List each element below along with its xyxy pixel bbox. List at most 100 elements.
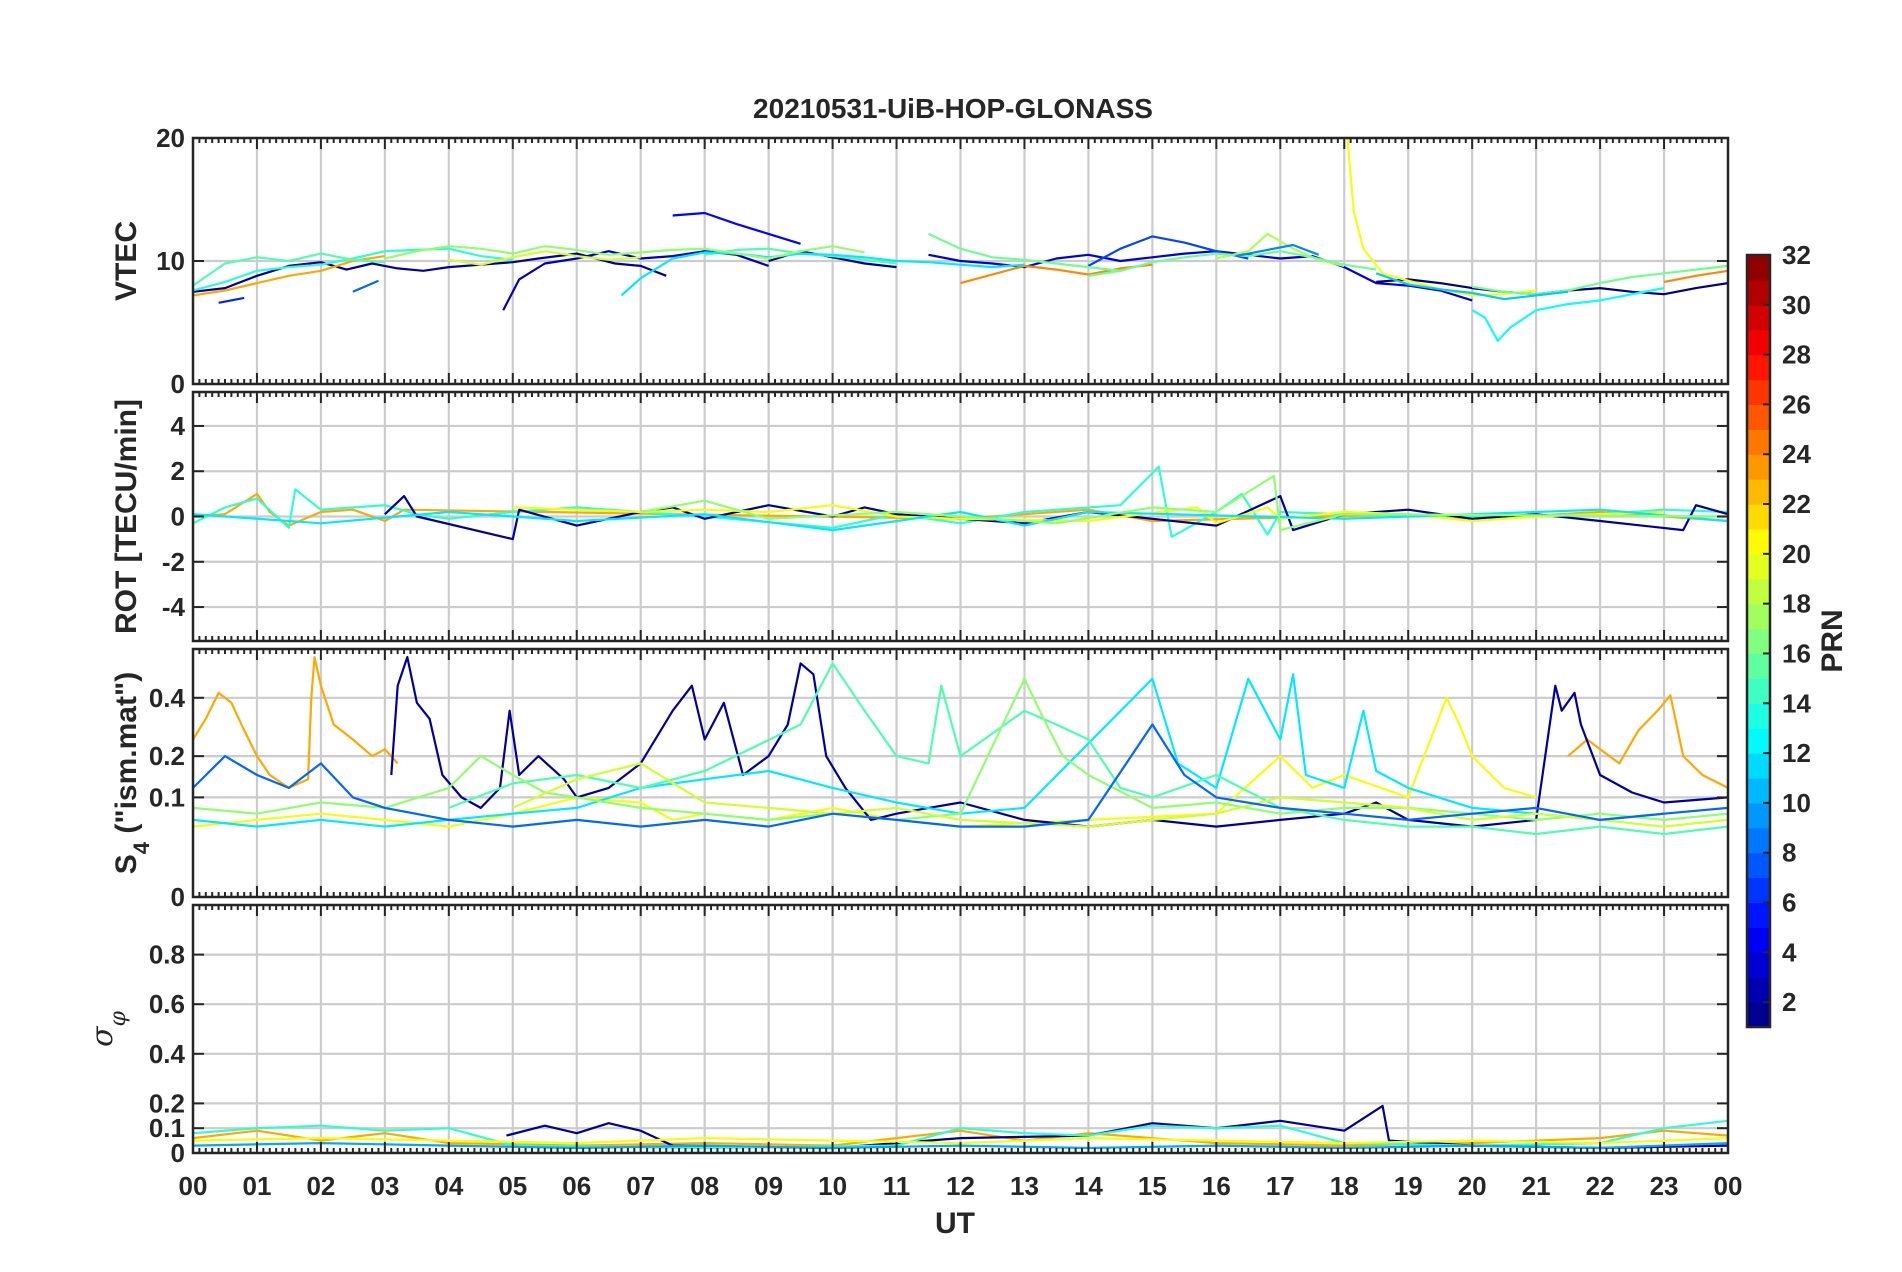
series-line-prn-12 (193, 673, 1665, 828)
colorbar-segment (1747, 628, 1770, 655)
colorbar-segment (1747, 952, 1770, 978)
y-axis-label-sigma: σφ (85, 1010, 131, 1046)
colorbar-tick-label: 8 (1782, 838, 1796, 868)
series-line-prn-24 (1663, 269, 1728, 283)
colorbar-segment (1747, 852, 1770, 879)
series-line-prn-9 (1235, 243, 1320, 258)
colorbar-segment (1747, 553, 1770, 580)
colorbar-segment (1747, 578, 1770, 605)
x-tick-label: 00 (179, 1171, 208, 1201)
series-line-prn-20 (1346, 138, 1537, 297)
y-axis-label-subscript: φ (106, 1010, 131, 1026)
colorbar-label: PRN (1816, 609, 1849, 672)
x-tick-label: 15 (1138, 1171, 1167, 1201)
colorbar-segment (1747, 777, 1770, 804)
x-tick-label: 08 (690, 1171, 719, 1201)
y-tick-label: 0.2 (149, 741, 185, 771)
colorbar-tick-label: 26 (1782, 389, 1811, 419)
series-line-prn-15 (448, 662, 1728, 836)
x-tick-label: 11 (883, 1171, 911, 1201)
y-tick-label: 0 (171, 1138, 185, 1168)
y-tick-label: 0.4 (149, 1039, 186, 1069)
y-tick-label: 0.2 (149, 1088, 185, 1118)
colorbar-tick-label: 10 (1782, 788, 1811, 818)
colorbar-segment (1747, 753, 1770, 779)
x-tick-label: 22 (1586, 1171, 1615, 1201)
x-axis-label: UT (935, 1207, 975, 1240)
colorbar-segment (1747, 802, 1770, 829)
x-tick-label: 18 (1330, 1171, 1359, 1201)
panel-sigma: 00.10.2 0.4 0.6 0.8 σφ (85, 903, 1730, 1168)
x-tick-label: 06 (562, 1171, 591, 1201)
y-axis-label-base: S (110, 854, 143, 874)
colorbar-tick-label: 22 (1782, 489, 1811, 519)
colorbar-tick-label: 12 (1782, 738, 1811, 768)
series-line-prn-12 (620, 251, 1025, 297)
y-tick-label: 10 (156, 246, 185, 276)
colorbar-tick-label: 2 (1782, 987, 1796, 1017)
y-axis-label-base: σ (85, 1025, 120, 1047)
series-line-prn-19 (512, 762, 1728, 828)
y-tick-label: 4 (171, 411, 186, 441)
colorbar-segment (1747, 703, 1770, 729)
y-tick-label: 0.1 (149, 782, 185, 812)
colorbar-segment (1747, 379, 1770, 406)
series-group (193, 138, 1728, 342)
panel-s4: 00.10.20.4S4 ("ism.mat") (110, 647, 1730, 912)
series-line-prn-16 (928, 232, 1121, 272)
x-tick-label: 01 (242, 1171, 271, 1201)
series-line-prn-8 (352, 279, 379, 293)
y-tick-label: 0.6 (149, 989, 185, 1019)
x-axis: 00 01 02 03 04 05 06 07 08 09 10 11 12 13 14 15 16 17 18 19… (179, 1171, 1743, 1201)
y-tick-label: 20 (156, 123, 185, 153)
colorbar-segment (1747, 454, 1770, 480)
chart-title: 20210531-UiB-HOP-GLONASS (753, 93, 1153, 124)
y-tick-label: 2 (171, 456, 185, 486)
x-tick-label: 09 (754, 1171, 783, 1201)
x-tick-label: 05 (498, 1171, 527, 1201)
y-tick-label: 0.1 (149, 1113, 185, 1143)
series-line-prn-11 (1375, 272, 1569, 301)
series-line-prn-7 (1087, 235, 1249, 267)
y-tick-label: -4 (162, 592, 186, 622)
x-tick-label: 23 (1650, 1171, 1679, 1201)
colorbar-segment (1747, 504, 1770, 530)
x-tick-label: 20 (1458, 1171, 1487, 1201)
y-axis-label-s4: S4 ("ism.mat") (110, 672, 154, 874)
series-line-prn-23 (193, 255, 386, 297)
x-tick-label: 00 (1714, 1171, 1743, 1201)
colorbar-segment (1747, 827, 1770, 854)
colorbar-tick-label: 30 (1782, 290, 1811, 320)
series-group (193, 465, 1728, 541)
colorbar-tick-label: 16 (1782, 638, 1811, 668)
series-group (193, 656, 1728, 836)
series-line-prn-16 (1472, 264, 1728, 296)
series-line-prn-8 (193, 723, 1728, 828)
series-line-prn-14 (193, 247, 513, 292)
colorbar-segment (1747, 329, 1770, 356)
y-axis-label-rot: ROT [TECU/min] (110, 399, 143, 634)
colorbar-segment (1747, 977, 1770, 1003)
colorbar-segment (1747, 279, 1770, 306)
y-axis-label-vtec: VTEC (110, 221, 143, 301)
colorbar-tick-label: 20 (1782, 539, 1811, 569)
series-line-prn-17 (384, 245, 865, 260)
series-line-prn-17 (193, 677, 1728, 821)
x-tick-label: 03 (370, 1171, 399, 1201)
y-tick-label: -2 (162, 547, 185, 577)
colorbar-tick-label: 4 (1782, 937, 1797, 967)
series-line-prn-19 (448, 250, 641, 266)
panel-rot: -4 -2 0 2 4 ROT [TECU/min] (110, 390, 1730, 643)
y-axis-label-suffix: ("ism.mat") (110, 672, 143, 842)
x-tick-label: 17 (1266, 1171, 1295, 1201)
x-tick-label: 04 (434, 1171, 463, 1201)
x-tick-label: 02 (306, 1171, 335, 1201)
colorbar-segment (1747, 528, 1770, 555)
colorbar-segment (1747, 678, 1770, 704)
series-line-prn-2 (390, 656, 1728, 828)
series-line-prn-16 (1088, 250, 1377, 277)
series-line-prn-20 (512, 504, 1665, 525)
series-line-prn-17 (640, 474, 1728, 532)
series-line-prn-23 (193, 656, 399, 789)
